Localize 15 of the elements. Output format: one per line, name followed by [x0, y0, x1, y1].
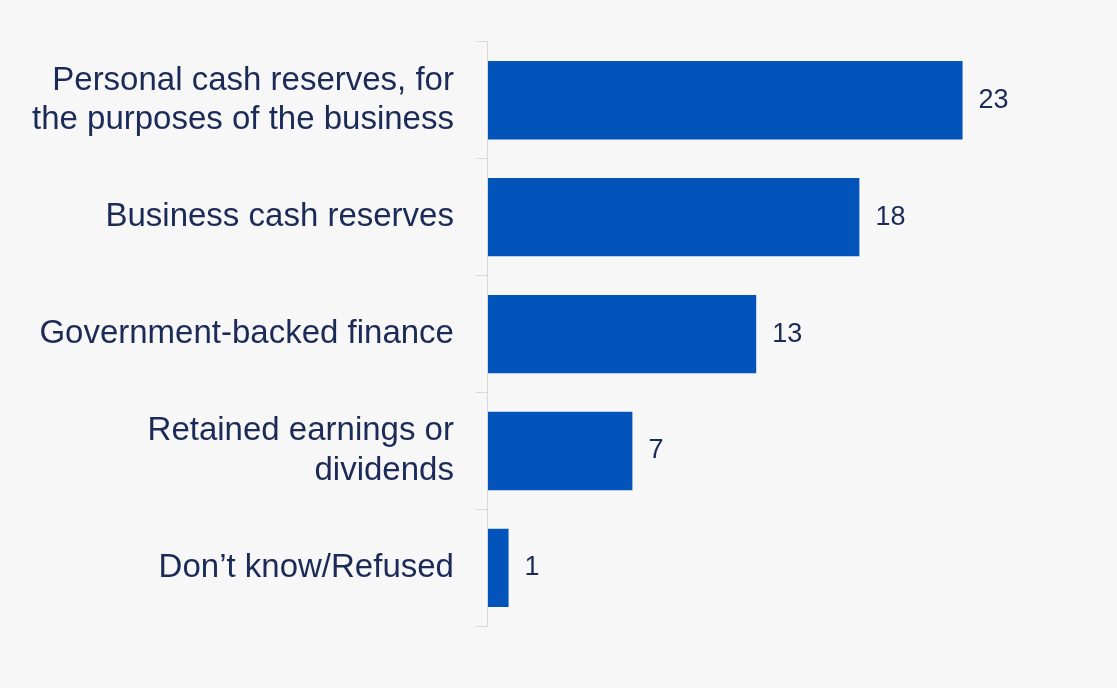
- y-tick-label: Business cash reserves: [105, 196, 454, 234]
- y-tick-label: Government-backed finance: [39, 313, 454, 351]
- bar: [487, 61, 963, 140]
- data-label: 1: [524, 551, 540, 582]
- data-label: 13: [772, 317, 803, 348]
- y-tick-label: Personal cash reserves, for the purposes of the business: [31, 59, 454, 137]
- bar: [487, 411, 633, 491]
- y-tick-label: Retained earnings or dividends: [147, 410, 454, 487]
- data-label: 7: [648, 434, 664, 465]
- data-label: 18: [875, 200, 906, 231]
- bar: [487, 528, 509, 608]
- bar: [487, 178, 860, 257]
- y-tick-label: Don’t know/Refused: [158, 547, 454, 585]
- data-label: 23: [978, 83, 1009, 114]
- bar: [487, 294, 757, 374]
